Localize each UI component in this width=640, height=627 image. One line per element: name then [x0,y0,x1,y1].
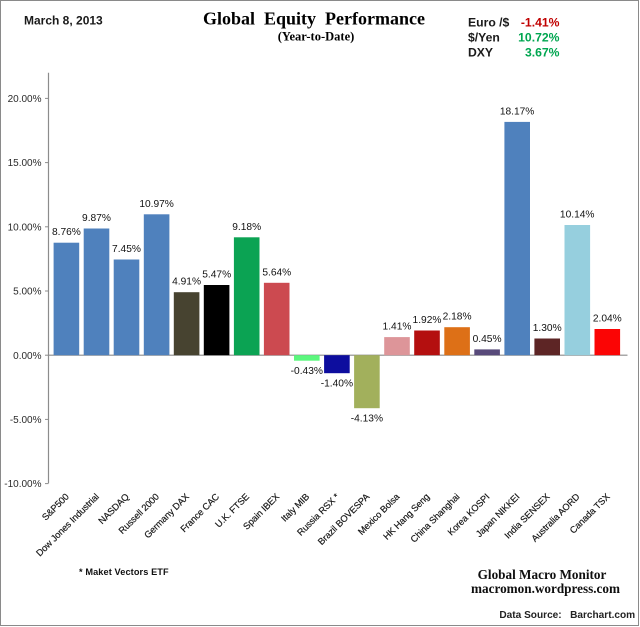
svg-text:$/Yen: $/Yen [468,31,500,45]
svg-text:0.45%: 0.45% [473,334,502,345]
svg-text:9.18%: 9.18% [232,222,261,233]
svg-text:-10.00%: -10.00% [4,479,41,490]
svg-text:-1.40%: -1.40% [321,379,353,390]
svg-text:3.67%: 3.67% [525,46,560,60]
svg-text:Global Macro Monitor: Global Macro Monitor [478,567,607,582]
svg-text:5.47%: 5.47% [202,270,231,281]
svg-text:-5.00%: -5.00% [10,415,42,426]
svg-text:8.76%: 8.76% [52,227,81,238]
svg-text:1.30%: 1.30% [533,323,562,334]
svg-text:DXY: DXY [468,46,493,60]
svg-text:March 8, 2013: March 8, 2013 [24,14,103,28]
svg-text:* Maket Vectors ETF: * Maket Vectors ETF [79,567,169,577]
svg-text:S&P500: S&P500 [40,492,71,523]
svg-text:4.91%: 4.91% [172,277,201,288]
svg-text:10.00%: 10.00% [8,222,42,233]
svg-text:macromon.wordpress.com: macromon.wordpress.com [471,581,620,596]
svg-text:Global Equity Performance: Global Equity Performance [203,9,425,29]
svg-text:Brazil BOVESPA: Brazil BOVESPA [316,491,372,547]
svg-text:(Year-to-Date): (Year-to-Date) [278,30,355,44]
svg-text:1.41%: 1.41% [383,322,412,333]
svg-text:-1.41%: -1.41% [521,16,560,30]
svg-text:2.18%: 2.18% [443,312,472,323]
svg-text:-4.13%: -4.13% [351,414,383,425]
svg-text:Euro /$: Euro /$ [468,16,510,30]
svg-text:-0.43%: -0.43% [291,366,323,377]
svg-text:Data Source: Barchart.com: Data Source: Barchart.com [499,610,635,621]
svg-text:10.97%: 10.97% [139,199,174,210]
svg-text:10.72%: 10.72% [518,31,559,45]
svg-text:5.00%: 5.00% [13,287,41,298]
svg-text:9.87%: 9.87% [82,213,111,224]
svg-text:20.00%: 20.00% [8,94,42,105]
svg-text:18.17%: 18.17% [500,106,535,117]
svg-text:0.00%: 0.00% [13,351,41,362]
svg-text:10.14%: 10.14% [560,210,595,221]
svg-text:2.04%: 2.04% [593,314,622,325]
svg-text:5.64%: 5.64% [262,267,291,278]
svg-text:1.92%: 1.92% [413,315,442,326]
svg-text:15.00%: 15.00% [8,158,42,169]
svg-text:7.45%: 7.45% [112,244,141,255]
